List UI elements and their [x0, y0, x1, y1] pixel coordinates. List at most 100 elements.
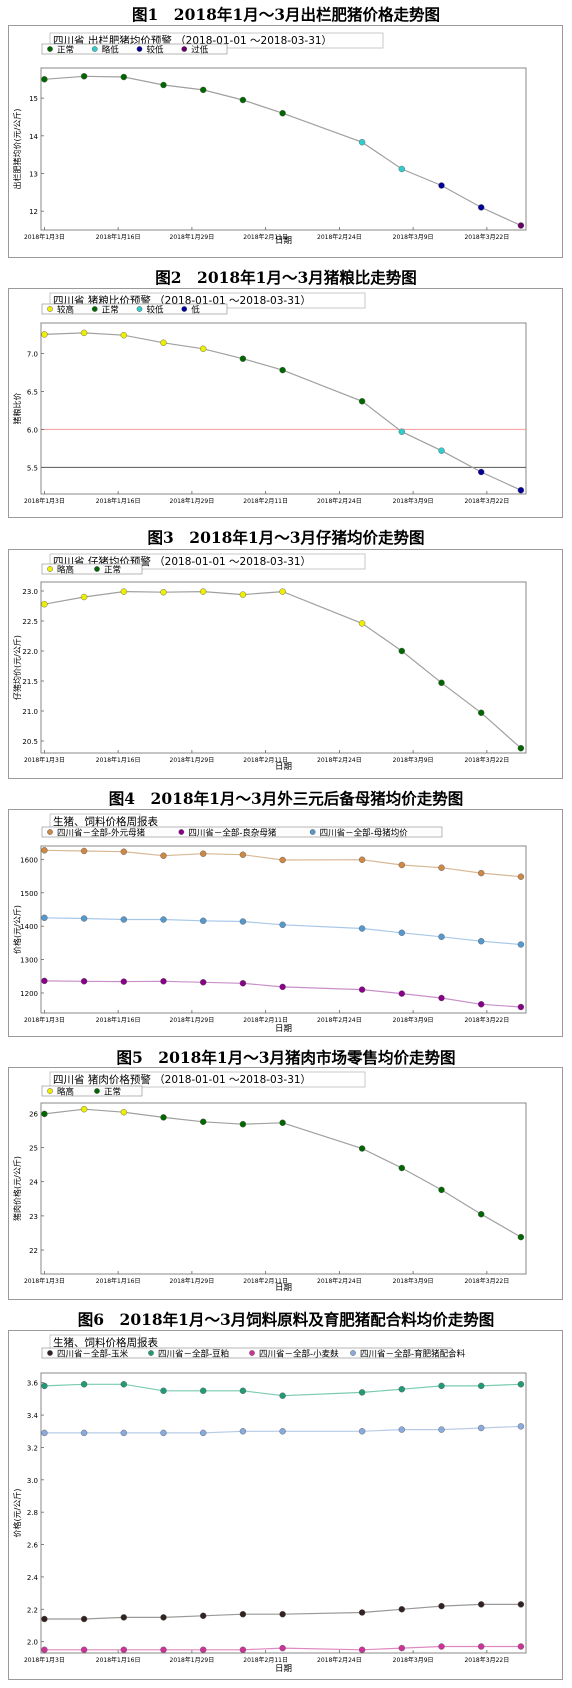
figure-caption-3: 图3 2018年1月～3月仔猪均价走势图	[147, 528, 425, 547]
chart-2-x-tick-label-3: 2018年1月29日	[170, 497, 215, 505]
piglet-price-chart: 四川省 仔猪均价预警 （2018-01-01 ～2018-03-31）略高 正常2…	[12, 553, 527, 772]
chart-5-x-tick-label-1: 2018年1月3日	[24, 1277, 65, 1285]
chart-6-plot-area	[40, 1372, 527, 1654]
chart-6-series-2-point-7	[279, 1392, 286, 1399]
chart-5-series-1-line	[44, 1108, 522, 1238]
chart-5-y-axis-label: 猪肉价格(元/公斤)	[12, 1156, 22, 1221]
chart-4-series-1-point-2	[80, 847, 88, 855]
chart-4-x-tick-label-3: 2018年1月29日	[170, 1016, 215, 1024]
chart-6-title: 生猪、饲料价格周报表	[53, 1336, 158, 1349]
chart-3-y-tick-label-3: 21.5	[22, 678, 38, 686]
chart-5-series-1-point-11	[478, 1210, 485, 1218]
chart-6-legend-label-1: 四川省－全部-玉米	[57, 1349, 129, 1360]
chart-4-series-1-point-3	[120, 848, 128, 855]
chart-6-series-3-point-11	[478, 1643, 485, 1650]
chart-2-series-1-point-5	[199, 345, 207, 352]
fattening-pig-price-chart: 四川省 出栏肥猪均价预警 （2018-01-01 ～2018-03-31）正常略…	[12, 32, 527, 246]
hog-grain-ratio-chart: 四川省 猪粮比价预警 （2018-01-01 ～2018-03-31）较高 正常较…	[12, 292, 527, 505]
chart-4-series-3-point-10	[438, 933, 445, 941]
chart-3-y-tick-label-1: 20.5	[22, 738, 38, 746]
chart-1-series-1-point-6	[239, 96, 247, 104]
chart-1-x-axis-label: 日期	[275, 236, 292, 246]
chart-5-y-tick-label-3: 24	[29, 1179, 38, 1187]
chart-5-legend-box	[41, 1085, 143, 1097]
chart-2-y-tick-label-2: 6.0	[27, 426, 38, 434]
chart-4-series-2-point-3	[120, 978, 128, 985]
chart-2-legend-label-1: 较高	[57, 305, 74, 316]
chart-2-plot-area	[40, 322, 527, 495]
chart-2-legend-label-3: 较低	[147, 305, 165, 316]
chart-5-series-1-point-9	[398, 1164, 405, 1172]
chart-4-x-tick-label-4: 2018年2月11日	[243, 1016, 288, 1024]
chart-4-series-2-point-9	[398, 990, 405, 997]
chart-1-x-tick-label-1: 2018年1月3日	[24, 233, 65, 241]
chart-1-x-tick-label-3: 2018年1月29日	[170, 233, 215, 241]
chart-6-series-3-point-6	[239, 1646, 247, 1653]
chart-6-series-2-point-6	[239, 1387, 247, 1394]
chart-6-series-4-point-11	[478, 1424, 485, 1432]
chart-6-x-axis-label: 日期	[275, 1664, 292, 1674]
chart-3-series-1-point-7	[279, 588, 286, 595]
chart-4-legend-marker-3	[309, 829, 316, 835]
chart-1-series-1-point-9	[398, 165, 405, 173]
chart-3-series-1-point-3	[120, 588, 128, 595]
chart-2-series-1-point-2	[80, 329, 88, 337]
chart-4-legend-marker-1	[47, 829, 53, 835]
chart-4-series-3-point-9	[398, 929, 405, 937]
chart-5-legend-label-2: 正常	[104, 1087, 121, 1098]
chart-2-legend-marker-2	[91, 306, 98, 312]
chart-2-legend-label-2: 正常	[102, 305, 119, 316]
chart-5-x-tick-label-2: 2018年1月16日	[96, 1277, 141, 1285]
chart-3-y-tick-label-6: 23.0	[22, 588, 38, 596]
chart-4-series-1-point-10	[438, 864, 445, 871]
chart-1-legend-marker-1	[47, 46, 53, 52]
chart-6-series-2-point-10	[438, 1382, 445, 1390]
chart-1-y-axis-label: 出栏肥猪均价(元/公斤)	[12, 109, 22, 190]
chart-6-y-tick-label-4: 2.6	[27, 1542, 39, 1550]
chart-2-x-tick-label-6: 2018年3月9日	[393, 497, 434, 505]
chart-6-series-2-point-11	[478, 1382, 485, 1390]
chart-5-y-tick-label-4: 25	[29, 1144, 38, 1152]
chart-4-series-1-point-9	[398, 861, 405, 869]
chart-4-series-2-point-5	[199, 979, 207, 986]
chart-3-y-axis-label: 仔猪均价(元/公斤)	[12, 635, 22, 700]
chart-1-legend-label-4: 过低	[191, 45, 209, 56]
chart-1-series-1-point-5	[199, 86, 207, 94]
chart-4-series-1-point-8	[358, 856, 366, 863]
chart-2-x-tick-label-4: 2018年2月11日	[243, 497, 288, 505]
chart-2-series-1-point-6	[239, 355, 247, 362]
chart-4-y-tick-label-4: 1500	[20, 890, 38, 898]
chart-6-series-2-point-8	[358, 1389, 366, 1396]
chart-2-legend-marker-1	[47, 306, 53, 312]
chart-4-legend-label-2: 四川省－全部-良杂母猪	[188, 828, 277, 839]
chart-5-series-1-point-5	[199, 1118, 207, 1125]
chart-5-series-1-point-1	[41, 1110, 48, 1118]
chart-6-series-4-point-1	[41, 1429, 48, 1437]
chart-5-series-1-point-10	[438, 1186, 445, 1194]
chart-6-series-3-point-1	[41, 1646, 48, 1653]
chart-6-series-1-point-5	[199, 1612, 207, 1619]
chart-5-series-1-point-3	[120, 1109, 128, 1116]
chart-1-series-1-point-2	[80, 73, 88, 80]
chart-2-legend-marker-3	[136, 306, 143, 312]
chart-6-series-3-point-7	[279, 1644, 286, 1652]
chart-2-y-tick-label-3: 6.5	[27, 388, 38, 396]
chart-2-series-1-line	[44, 332, 522, 491]
chart-6-series-2-point-2	[80, 1381, 88, 1388]
chart-2-y-tick-label-1: 5.5	[27, 464, 38, 472]
figure-caption-5: 图5 2018年1月～3月猪肉市场零售均价走势图	[116, 1048, 456, 1067]
chart-6-legend-marker-3	[249, 1350, 255, 1356]
chart-6-series-4-point-7	[279, 1428, 286, 1435]
chart-3-x-tick-label-4: 2018年2月11日	[243, 756, 288, 764]
chart-6-series-3-point-3	[120, 1646, 128, 1653]
chart-6-series-4-line	[44, 1425, 521, 1434]
chart-6-x-tick-label-4: 2018年2月11日	[243, 1656, 288, 1664]
chart-4-series-1-point-1	[41, 847, 48, 854]
chart-1-series-1-line	[44, 75, 522, 227]
chart-6-series-1-point-6	[239, 1611, 247, 1618]
chart-5-x-axis-label: 日期	[275, 1283, 292, 1293]
chart-6-series-3-point-5	[199, 1646, 207, 1653]
chart-6-series-4-point-2	[80, 1429, 88, 1437]
chart-4-series-2-point-11	[478, 1001, 485, 1008]
chart-1-series-1-point-10	[438, 182, 445, 189]
